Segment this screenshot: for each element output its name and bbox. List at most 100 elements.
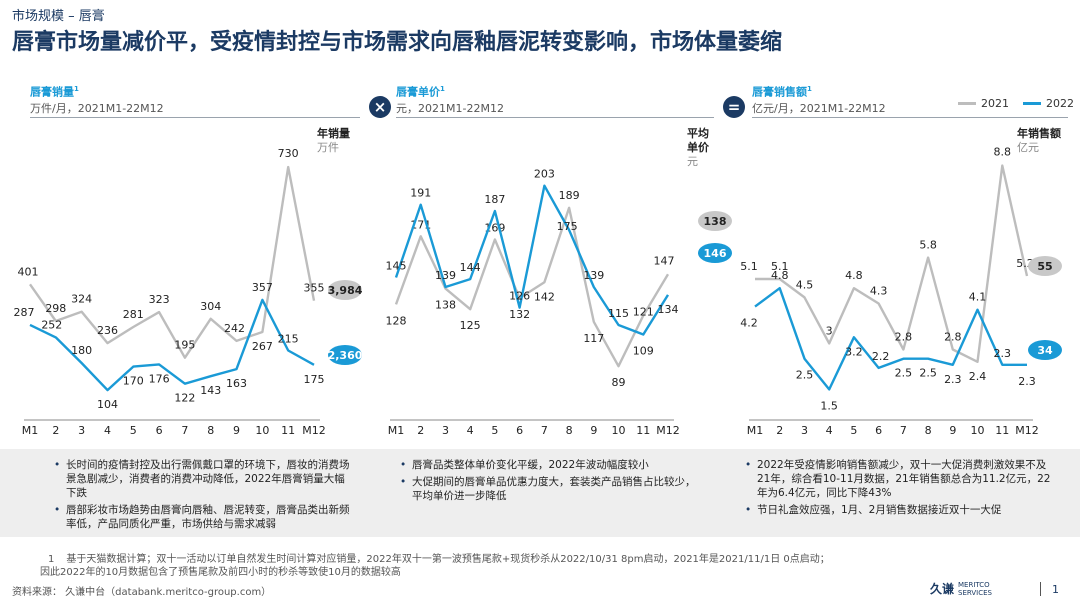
panel-title-sales: 唇膏销售额1 xyxy=(752,85,812,99)
data-label: 132 xyxy=(509,308,530,321)
data-label: 2.3 xyxy=(944,373,962,386)
data-label: 104 xyxy=(97,398,118,411)
x-tick-label: 6 xyxy=(156,424,163,437)
data-label: 175 xyxy=(304,373,325,386)
notes-sales: 2022年受疫情影响销售额减少，双十一大促消费刺激效果不及21年，综合看10-1… xyxy=(745,458,1055,520)
x-tick-label: M12 xyxy=(302,424,326,437)
x-tick-label: 9 xyxy=(590,424,597,437)
data-label: 176 xyxy=(149,372,170,385)
x-tick-label: 3 xyxy=(801,424,808,437)
data-label: 143 xyxy=(200,384,221,397)
total-pill-2022 xyxy=(698,243,732,263)
data-label: 2.5 xyxy=(895,367,913,380)
total-pill-2022 xyxy=(1028,340,1062,360)
total-pill-2022 xyxy=(328,345,362,365)
data-label: 4.1 xyxy=(969,291,987,304)
x-tick-label: 10 xyxy=(612,424,626,437)
note-item: 唇部彩妆市场趋势由唇膏向唇釉、唇泥转变，唇膏品类出新频率低，产品同质化严重，市场… xyxy=(54,503,354,531)
data-label: 189 xyxy=(559,189,580,202)
data-label: 2.3 xyxy=(1018,375,1036,388)
data-label: 144 xyxy=(460,261,481,274)
data-label: 252 xyxy=(41,318,62,331)
total-caption: 单价 xyxy=(687,140,710,154)
total-value-2021: 3,984 xyxy=(328,284,363,297)
total-caption: 元 xyxy=(687,155,698,168)
data-label: 121 xyxy=(633,306,654,319)
data-label: 3 xyxy=(826,324,833,337)
series-line-2021 xyxy=(755,164,1029,363)
panel-title-volume: 唇膏销量1 xyxy=(30,85,79,99)
breadcrumb: 市场规模 – 唇膏 xyxy=(12,9,105,24)
x-tick-label: 10 xyxy=(971,424,985,437)
data-label: 147 xyxy=(654,254,675,267)
notes-volume: 长时间的疫情封控及出行需佩戴口罩的环境下，唇妆的消费场景急剧减少，消费者的消费冲… xyxy=(54,458,354,534)
x-tick-label: 7 xyxy=(181,424,188,437)
total-value-2022: 2,360 xyxy=(328,349,363,362)
legend-item-2021: 2021 xyxy=(958,97,1009,110)
x-tick-label: M1 xyxy=(22,424,39,437)
logo-cn: 久谦 xyxy=(930,582,955,596)
x-tick-label: 5 xyxy=(491,424,498,437)
x-tick-label: 11 xyxy=(281,424,295,437)
data-label: 170 xyxy=(123,375,144,388)
note-item: 唇膏品类整体单价变化平缓，2022年波动幅度较小 xyxy=(400,458,705,472)
logo-en-bottom: SERVICES xyxy=(958,588,992,597)
chart-legend: 2021 2022 xyxy=(958,97,1080,110)
data-label: 8.8 xyxy=(994,146,1012,159)
x-tick-label: 5 xyxy=(130,424,137,437)
data-label: 180 xyxy=(71,344,92,357)
x-tick-label: 8 xyxy=(207,424,214,437)
data-label: 139 xyxy=(435,269,456,282)
legend-swatch-2021 xyxy=(958,102,976,105)
footnote: 1 基于天猫数据计算；双十一活动以订单自然发生时间计算对应销量，2022年双十一第… xyxy=(12,553,942,579)
data-label: 117 xyxy=(583,332,604,345)
data-label: 215 xyxy=(278,333,299,346)
logo-en: MERITCO SERVICES xyxy=(958,581,992,597)
logo-en-top: MERITCO xyxy=(958,580,990,589)
legend-label-2021: 2021 xyxy=(981,97,1009,110)
meritco-logo: 久谦 MERITCO SERVICES xyxy=(930,580,992,597)
note-item: 节日礼盒效应强，1月、2月销售数据接近双十一大促 xyxy=(745,503,1055,517)
data-label: 134 xyxy=(658,303,679,316)
data-label: 4.8 xyxy=(771,269,789,282)
x-tick-label: 3 xyxy=(442,424,449,437)
data-label: 5.8 xyxy=(919,239,937,252)
x-tick-label: M12 xyxy=(1015,424,1039,437)
data-label: 2.5 xyxy=(796,369,814,382)
data-label: 145 xyxy=(386,260,407,273)
data-label: 401 xyxy=(18,265,39,278)
notes-price: 唇膏品类整体单价变化平缓，2022年波动幅度较小 大促期间的唇膏单品优惠力度大，… xyxy=(400,458,705,506)
total-caption: 亿元 xyxy=(1017,141,1039,154)
data-label: 2.3 xyxy=(994,347,1012,360)
source-text: 资料来源： 久谦中台（databank.meritco-group.com） xyxy=(12,587,272,598)
data-label: 2.4 xyxy=(969,370,987,383)
page-divider xyxy=(1040,582,1041,596)
data-label: 357 xyxy=(252,281,273,294)
data-label: 304 xyxy=(200,300,221,313)
data-label: 4.8 xyxy=(845,269,863,282)
panel-subtitle-volume: 万件/月，2021M1-22M12 xyxy=(30,101,164,115)
legend-item-2022: 2022 xyxy=(1023,97,1074,110)
data-label: 191 xyxy=(410,187,431,200)
data-label: 2.8 xyxy=(895,331,913,344)
total-value-2021: 138 xyxy=(704,215,727,228)
data-label: 175 xyxy=(557,220,578,233)
data-label: 2.8 xyxy=(944,331,962,344)
x-tick-label: 9 xyxy=(233,424,240,437)
panel-subtitle-sales: 亿元/月，2021M1-22M12 xyxy=(752,101,886,115)
data-label: 139 xyxy=(583,269,604,282)
data-label: 2.5 xyxy=(919,367,937,380)
note-item: 长时间的疫情封控及出行需佩戴口罩的环境下，唇妆的消费场景急剧减少，消费者的消费冲… xyxy=(54,458,354,500)
x-tick-label: 4 xyxy=(104,424,111,437)
data-label: 324 xyxy=(71,293,92,306)
data-label: 128 xyxy=(386,314,407,327)
total-caption: 万件 xyxy=(317,141,339,154)
footnote-number: 1 xyxy=(48,554,55,565)
x-tick-label: 2 xyxy=(417,424,424,437)
data-label: 1.5 xyxy=(820,399,838,412)
data-label: 3.2 xyxy=(845,345,863,358)
data-label: 4.3 xyxy=(870,285,888,298)
x-tick-label: 4 xyxy=(826,424,833,437)
x-tick-label: 2 xyxy=(776,424,783,437)
panel-title-price: 唇膏单价1 xyxy=(396,85,445,99)
